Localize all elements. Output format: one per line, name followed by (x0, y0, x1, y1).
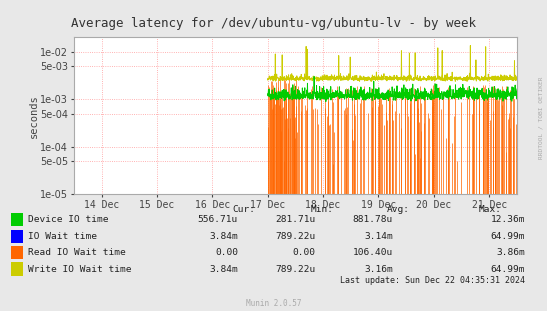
Text: 3.14m: 3.14m (364, 232, 393, 241)
Text: 881.78u: 881.78u (352, 216, 393, 224)
Text: Cur:: Cur: (232, 205, 255, 214)
Y-axis label: seconds: seconds (29, 94, 39, 138)
Text: Device IO time: Device IO time (28, 216, 109, 224)
Text: 789.22u: 789.22u (275, 265, 316, 273)
Text: 0.00: 0.00 (215, 248, 238, 257)
Text: Last update: Sun Dec 22 04:35:31 2024: Last update: Sun Dec 22 04:35:31 2024 (340, 276, 525, 285)
Text: 64.99m: 64.99m (491, 265, 525, 273)
Text: Read IO Wait time: Read IO Wait time (28, 248, 126, 257)
Text: Avg:: Avg: (387, 205, 410, 214)
Text: 3.84m: 3.84m (209, 265, 238, 273)
Text: 789.22u: 789.22u (275, 232, 316, 241)
Text: IO Wait time: IO Wait time (28, 232, 97, 241)
Text: 281.71u: 281.71u (275, 216, 316, 224)
Text: Min:: Min: (310, 205, 333, 214)
Text: Max:: Max: (479, 205, 502, 214)
Text: 106.40u: 106.40u (352, 248, 393, 257)
Text: RRDTOOL / TOBI OETIKER: RRDTOOL / TOBI OETIKER (538, 77, 543, 160)
Text: 3.86m: 3.86m (496, 248, 525, 257)
Text: 12.36m: 12.36m (491, 216, 525, 224)
Text: 0.00: 0.00 (293, 248, 316, 257)
Text: 556.71u: 556.71u (197, 216, 238, 224)
Text: 64.99m: 64.99m (491, 232, 525, 241)
Text: Write IO Wait time: Write IO Wait time (28, 265, 132, 273)
Text: Munin 2.0.57: Munin 2.0.57 (246, 299, 301, 308)
Text: 3.84m: 3.84m (209, 232, 238, 241)
Text: 3.16m: 3.16m (364, 265, 393, 273)
Text: Average latency for /dev/ubuntu-vg/ubuntu-lv - by week: Average latency for /dev/ubuntu-vg/ubunt… (71, 17, 476, 30)
